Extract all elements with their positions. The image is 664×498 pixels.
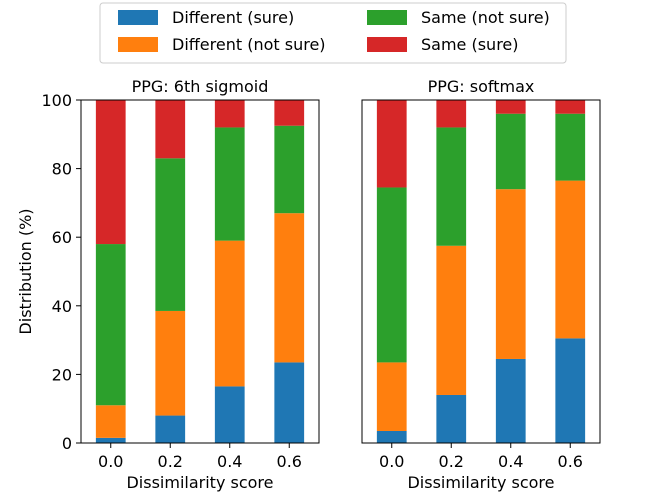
legend-label-same-not-sure: Same (not sure)	[421, 8, 550, 27]
bar-same-not-sure-0.0	[376, 187, 407, 363]
legend-swatch-same-not-sure	[367, 10, 407, 25]
bar-same-not-sure-0.2	[436, 127, 467, 246]
bar-different-not-sure-0.6	[274, 213, 305, 363]
bar-different-not-sure-0.4	[495, 189, 526, 359]
bar-same-sure-0.2	[155, 100, 186, 159]
bar-same-not-sure-0.4	[214, 127, 245, 241]
bar-same-sure-0.6	[274, 100, 305, 126]
legend-label-different-not-sure: Different (not sure)	[172, 35, 326, 54]
bar-different-sure-0.0	[95, 437, 126, 443]
x-tick-label: 0.4	[498, 452, 523, 471]
bar-same-sure-0.4	[214, 100, 245, 128]
y-tick-label: 80	[52, 160, 72, 179]
bar-different-not-sure-0.0	[95, 405, 126, 438]
bar-different-not-sure-0.4	[214, 240, 245, 387]
x-tick-label: 0.2	[158, 452, 183, 471]
y-tick-label: 40	[52, 297, 72, 316]
plot-frame	[361, 99, 601, 444]
x-tick-label: 0.6	[277, 452, 302, 471]
panel-6th-sigmoid: 0.0 0.2 0.4 0.6 0 20 40 60 80 100 PPG: 6th sigmoid…	[16, 77, 320, 492]
legend-frame	[99, 2, 567, 64]
bar-same-sure-0.0	[376, 100, 407, 188]
x-tick-label: 0.0	[379, 452, 404, 471]
bar-same-sure-0.6	[555, 100, 586, 114]
legend-swatch-different-sure	[118, 10, 158, 25]
bar-different-not-sure-0.2	[155, 310, 186, 416]
y-tick-label: 0	[62, 434, 72, 453]
legend-label-same-sure: Same (sure)	[421, 35, 519, 54]
panel-title: PPG: 6th sigmoid	[132, 77, 269, 96]
bar-different-sure-0.2	[436, 394, 467, 443]
bar-different-sure-0.6	[555, 338, 586, 443]
bar-different-sure-0.6	[274, 362, 305, 443]
bar-different-sure-0.4	[214, 386, 245, 443]
y-axis-label: Distribution (%)	[16, 208, 35, 334]
bar-same-not-sure-0.0	[95, 244, 126, 406]
panel-softmax: 0.0 0.2 0.4 0.6 PPG: softmax Dissimilarity sc…	[361, 77, 601, 492]
bar-different-not-sure-0.0	[376, 362, 407, 431]
x-axis-label: Dissimilarity score	[407, 473, 554, 492]
y-tick-label: 20	[52, 365, 72, 384]
x-tick-label: 0.6	[558, 452, 583, 471]
x-axis-label: Dissimilarity score	[126, 473, 273, 492]
x-tick-label: 0.0	[98, 452, 123, 471]
x-tick-label: 0.4	[217, 452, 242, 471]
bar-same-not-sure-0.2	[155, 158, 186, 311]
bar-different-not-sure-0.2	[436, 245, 467, 395]
bar-same-sure-0.2	[436, 100, 467, 128]
bar-different-sure-0.4	[495, 358, 526, 443]
panel-title: PPG: softmax	[428, 77, 535, 96]
x-tick-label: 0.2	[439, 452, 464, 471]
bar-different-sure-0.2	[155, 415, 186, 443]
legend-swatch-same-sure	[367, 37, 407, 52]
bar-same-not-sure-0.4	[495, 113, 526, 190]
bar-same-not-sure-0.6	[274, 125, 305, 214]
bar-same-sure-0.0	[95, 100, 126, 245]
legend-label-different-sure: Different (sure)	[172, 8, 294, 27]
y-tick-label: 60	[52, 228, 72, 247]
y-tick-label: 100	[41, 91, 72, 110]
bar-same-sure-0.4	[495, 100, 526, 114]
bar-different-not-sure-0.6	[555, 180, 586, 339]
plot-frame	[80, 99, 320, 444]
legend: Different (sure) Different (not sure) Sa…	[99, 2, 567, 64]
bar-same-not-sure-0.6	[555, 113, 586, 181]
bar-different-sure-0.0	[376, 430, 407, 443]
legend-swatch-different-not-sure	[118, 37, 158, 52]
